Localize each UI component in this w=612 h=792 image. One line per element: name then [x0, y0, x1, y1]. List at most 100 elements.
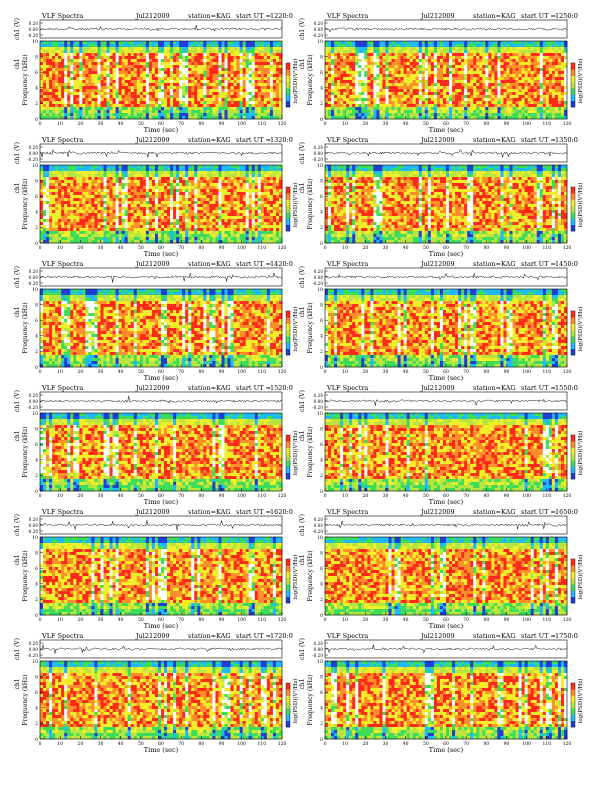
- spectrogram-cell: [464, 104, 467, 107]
- spectrogram-cell: [537, 92, 540, 95]
- spectrogram-cell: [82, 89, 85, 92]
- spectrogram-cell: [267, 53, 270, 56]
- spectrogram-cell: [194, 101, 197, 104]
- spectrogram-cell: [243, 41, 246, 44]
- spectrogram-cell: [349, 89, 352, 92]
- spectrogram-cell: [540, 62, 543, 65]
- spectrogram-cell: [191, 95, 194, 98]
- spectrogram-cell: [88, 204, 91, 207]
- spectrogram-cell: [331, 95, 334, 98]
- spectrogram-cell: [76, 113, 79, 116]
- spectrogram-cell: [110, 213, 113, 216]
- spectrogram-cell: [85, 168, 88, 171]
- spectrogram-cell: [110, 89, 113, 92]
- spectrogram-cell: [61, 41, 64, 44]
- spectrogram-cell: [273, 104, 276, 107]
- spectrogram-cell: [170, 101, 173, 104]
- spectrogram-cell: [113, 168, 116, 171]
- spectrogram-cell: [55, 198, 58, 201]
- spectrogram-cell: [337, 65, 340, 68]
- spectrogram-cell: [549, 47, 552, 50]
- spectrogram-cell: [170, 77, 173, 80]
- spectrogram-cell: [531, 71, 534, 74]
- spectrogram-cell: [182, 50, 185, 53]
- spectrogram-cell: [422, 104, 425, 107]
- spectrogram-cell: [64, 189, 67, 192]
- spectrogram-cell: [237, 98, 240, 101]
- spectrogram-cell: [419, 44, 422, 47]
- spectrogram-cell: [158, 74, 161, 77]
- spectrogram-cell: [389, 86, 392, 89]
- spectrogram-cell: [55, 192, 58, 195]
- spectrogram-cell: [428, 98, 431, 101]
- spectrogram-cell: [52, 113, 55, 116]
- spectrogram-cell: [134, 80, 137, 83]
- spectrogram-cell: [104, 165, 107, 168]
- spectrogram-cell: [516, 113, 519, 116]
- time-xtick-label: 120: [563, 121, 572, 127]
- spectrogram-cell: [258, 50, 261, 53]
- spectrogram-cell: [325, 95, 328, 98]
- spectrogram-cell: [449, 92, 452, 95]
- spectrogram-cell: [337, 41, 340, 44]
- spectrogram-cell: [379, 65, 382, 68]
- spectrogram-cell: [455, 110, 458, 113]
- spectrogram-cell: [473, 89, 476, 92]
- spectrogram-cell: [413, 89, 416, 92]
- spectrogram-cell: [191, 86, 194, 89]
- spectrogram-cell: [97, 198, 100, 201]
- spectrogram-cell: [113, 198, 116, 201]
- spectrogram-cell: [482, 59, 485, 62]
- spectrogram-cell: [218, 47, 221, 50]
- spectrogram-cell: [61, 98, 64, 101]
- spectrogram-cell: [70, 110, 73, 113]
- spectrogram-cell: [425, 107, 428, 110]
- spectrogram-cell: [340, 53, 343, 56]
- spectrogram-cell: [485, 47, 488, 50]
- spectrogram-cell: [215, 74, 218, 77]
- spectrogram-cell: [79, 207, 82, 210]
- spectrogram-cell: [104, 47, 107, 50]
- spectrogram-cell: [222, 59, 225, 62]
- spectrogram-cell: [91, 165, 94, 168]
- spectrogram-cell: [197, 77, 200, 80]
- spectrogram-cell: [543, 92, 546, 95]
- spectrogram-cell: [107, 41, 110, 44]
- spectrogram-cell: [215, 53, 218, 56]
- spectrogram-cell: [355, 80, 358, 83]
- spectrogram-cell: [55, 186, 58, 189]
- panel-title: VLF Spectra: [41, 12, 83, 20]
- spectrogram-cell: [173, 56, 176, 59]
- spectrogram-cell: [85, 207, 88, 210]
- spectrogram-cell: [58, 101, 61, 104]
- spectrogram-cell: [264, 59, 267, 62]
- spectrogram-cell: [431, 95, 434, 98]
- spectrogram-cell: [97, 195, 100, 198]
- spectrogram-cell: [188, 53, 191, 56]
- spectrogram-cell: [555, 83, 558, 86]
- spectrogram-cell: [376, 83, 379, 86]
- spectrogram-cell: [134, 92, 137, 95]
- spectrogram-cell: [464, 80, 467, 83]
- spectrogram-cell: [552, 113, 555, 116]
- spectrogram-cell: [46, 234, 49, 237]
- spectrogram-cell: [367, 110, 370, 113]
- spectrogram-cell: [361, 113, 364, 116]
- spectrogram-cell: [407, 71, 410, 74]
- spectrogram-cell: [386, 41, 389, 44]
- spectrogram-cell: [94, 53, 97, 56]
- spectrogram-cell: [446, 92, 449, 95]
- spectrogram-cell: [212, 41, 215, 44]
- spectrogram-cell: [488, 53, 491, 56]
- spectrogram-cell: [346, 47, 349, 50]
- spectrogram-cell: [170, 104, 173, 107]
- spectrogram-cell: [246, 56, 249, 59]
- spectrogram-cell: [246, 62, 249, 65]
- spectrogram-cell: [455, 80, 458, 83]
- spectrogram-cell: [73, 201, 76, 204]
- spectrogram-cell: [355, 110, 358, 113]
- spectrogram-cell: [561, 59, 564, 62]
- spectrogram-cell: [497, 101, 500, 104]
- spectrogram-cell: [146, 65, 149, 68]
- spectrogram-cell: [58, 77, 61, 80]
